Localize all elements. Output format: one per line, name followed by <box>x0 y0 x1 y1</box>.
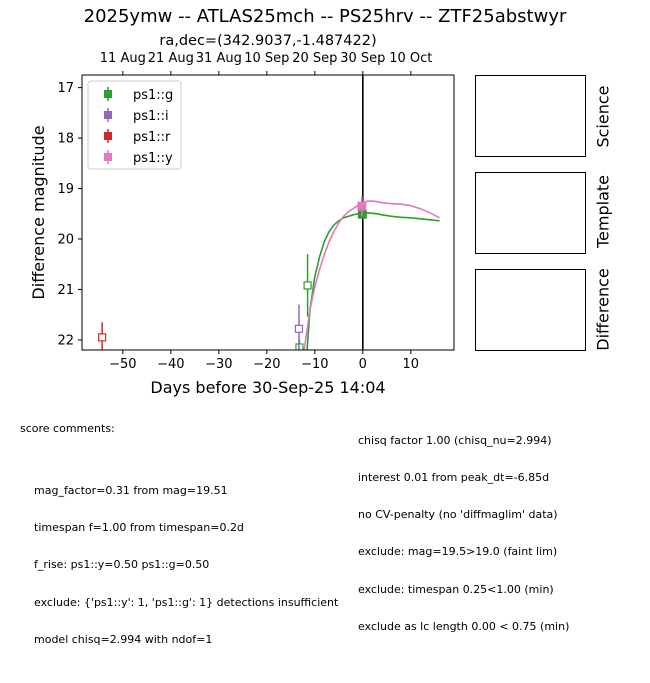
legend-box <box>87 80 182 170</box>
score-comments-header: score comments: <box>20 421 115 435</box>
x-tick-label: −30 <box>205 357 232 372</box>
comment-line: exclude: timespan 0.25<1.00 (min) <box>358 582 554 596</box>
top-tick-label: 10 Oct <box>389 51 432 66</box>
comment-line: model chisq=2.994 with ndof=1 <box>34 632 213 646</box>
y-tick-label: 18 <box>57 132 74 147</box>
x-tick-label: 10 <box>403 357 420 372</box>
legend-label: ps1::g <box>133 88 173 103</box>
comment-line: chisq factor 1.00 (chisq_nu=2.994) <box>358 433 552 447</box>
legend-marker <box>104 132 112 140</box>
legend-marker <box>104 90 112 98</box>
x-tick-label: −10 <box>301 357 328 372</box>
model-curve-ps1-g <box>306 211 440 350</box>
science-panel <box>475 75 586 157</box>
x-tick-label: 0 <box>359 357 367 372</box>
y-tick-label: 21 <box>57 283 74 298</box>
comment-line: exclude as lc length 0.00 < 0.75 (min) <box>358 619 570 633</box>
comment-line: exclude: mag=19.5>19.0 (faint lim) <box>358 545 558 559</box>
top-tick-label: 11 Aug <box>100 51 146 66</box>
template-panel <box>475 172 586 254</box>
top-tick-label: 21 Aug <box>148 51 194 66</box>
score-comments-left: score comments: mag_factor=0.31 from mag… <box>20 398 338 683</box>
model-curve-ps1-y <box>303 200 440 350</box>
difference-panel <box>475 269 586 351</box>
comment-line: mag_factor=0.31 from mag=19.51 <box>34 483 228 497</box>
science-label: Science <box>593 85 613 148</box>
chart-subtitle: ra,dec=(342.9037,-1.487422) <box>159 33 377 49</box>
plot-frame <box>81 74 455 351</box>
y-tick-label: 20 <box>57 232 74 247</box>
score-comments-right: chisq factor 1.00 (chisq_nu=2.994) inter… <box>358 410 569 646</box>
top-tick-label: 10 Sep <box>244 51 289 66</box>
top-tick-label: 31 Aug <box>196 51 242 66</box>
data-point <box>357 201 367 211</box>
y-tick-label: 19 <box>57 182 74 197</box>
y-tick-label: 22 <box>57 333 74 348</box>
comment-line: timespan f=1.00 from timespan=0.2d <box>34 521 244 535</box>
upper-limit-marker <box>303 281 312 290</box>
upper-limit-marker <box>98 333 107 342</box>
y-axis-label: Difference magnitude <box>29 125 48 299</box>
legend-marker <box>104 111 112 119</box>
y-tick-label: 17 <box>57 81 74 96</box>
x-tick-label: −20 <box>253 357 280 372</box>
template-label: Template <box>593 175 613 249</box>
plot-inner <box>98 75 440 350</box>
x-tick-label: −50 <box>109 357 136 372</box>
x-tick-label: −40 <box>157 357 184 372</box>
difference-label: Difference <box>593 268 613 351</box>
comment-line: no CV-penalty (no 'diffmaglim' data) <box>358 508 558 522</box>
legend-marker <box>104 153 112 161</box>
upper-limit-marker <box>294 324 304 333</box>
legend-label: ps1::i <box>133 109 169 124</box>
x-axis-label: Days before 30-Sep-25 14:04 <box>150 378 385 397</box>
comment-line: f_rise: ps1::y=0.50 ps1::g=0.50 <box>34 558 210 572</box>
legend-label: ps1::r <box>133 130 171 145</box>
lightcurve-chart: −50 −40 −30 −20 −10 0 10 11 Aug 21 Aug 31 Aug 10 S… <box>29 51 455 397</box>
top-tick-label: 30 Sep <box>340 51 385 66</box>
legend-label: ps1::y <box>133 151 173 166</box>
comment-line: interest 0.01 from peak_dt=-6.85d <box>358 471 550 485</box>
top-tick-label: 20 Sep <box>292 51 337 66</box>
chart-title: 2025ymw -- ATLAS25mch -- PS25hrv -- ZTF2… <box>83 6 567 27</box>
comment-line: exclude: {'ps1::y': 1, 'ps1::g': 1} dete… <box>34 595 339 609</box>
